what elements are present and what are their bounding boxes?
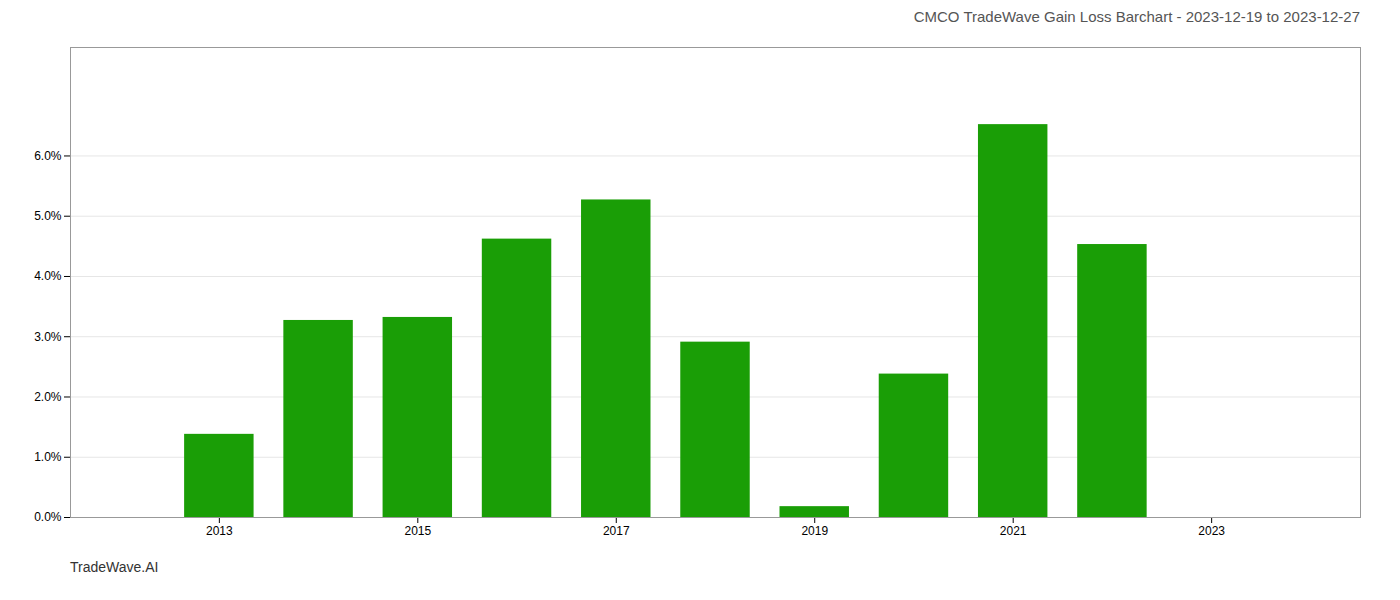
html-text:TradeWave.AI: TradeWave.AI <box>70 559 159 575</box>
svg-text:3.0%: 3.0% <box>34 330 62 344</box>
svg-text:2021: 2021 <box>1000 524 1027 538</box>
svg-text:6.0%: 6.0% <box>34 149 62 163</box>
svg-text:4.0%: 4.0% <box>34 269 62 283</box>
svg-text:2.0%: 2.0% <box>34 390 62 404</box>
svg-text:1.0%: 1.0% <box>34 450 62 464</box>
html-text:CMCO TradeWave Gain Loss Barch: CMCO TradeWave Gain Loss Barchart - 2023… <box>913 8 1360 25</box>
svg-text:2015: 2015 <box>404 524 431 538</box>
svg-text:2019: 2019 <box>801 524 828 538</box>
svg-text:2013: 2013 <box>206 524 233 538</box>
svg-text:2023: 2023 <box>1198 524 1225 538</box>
svg-text:2017: 2017 <box>603 524 630 538</box>
svg-text:0.0%: 0.0% <box>34 510 62 524</box>
svg-text:5.0%: 5.0% <box>34 209 62 223</box>
